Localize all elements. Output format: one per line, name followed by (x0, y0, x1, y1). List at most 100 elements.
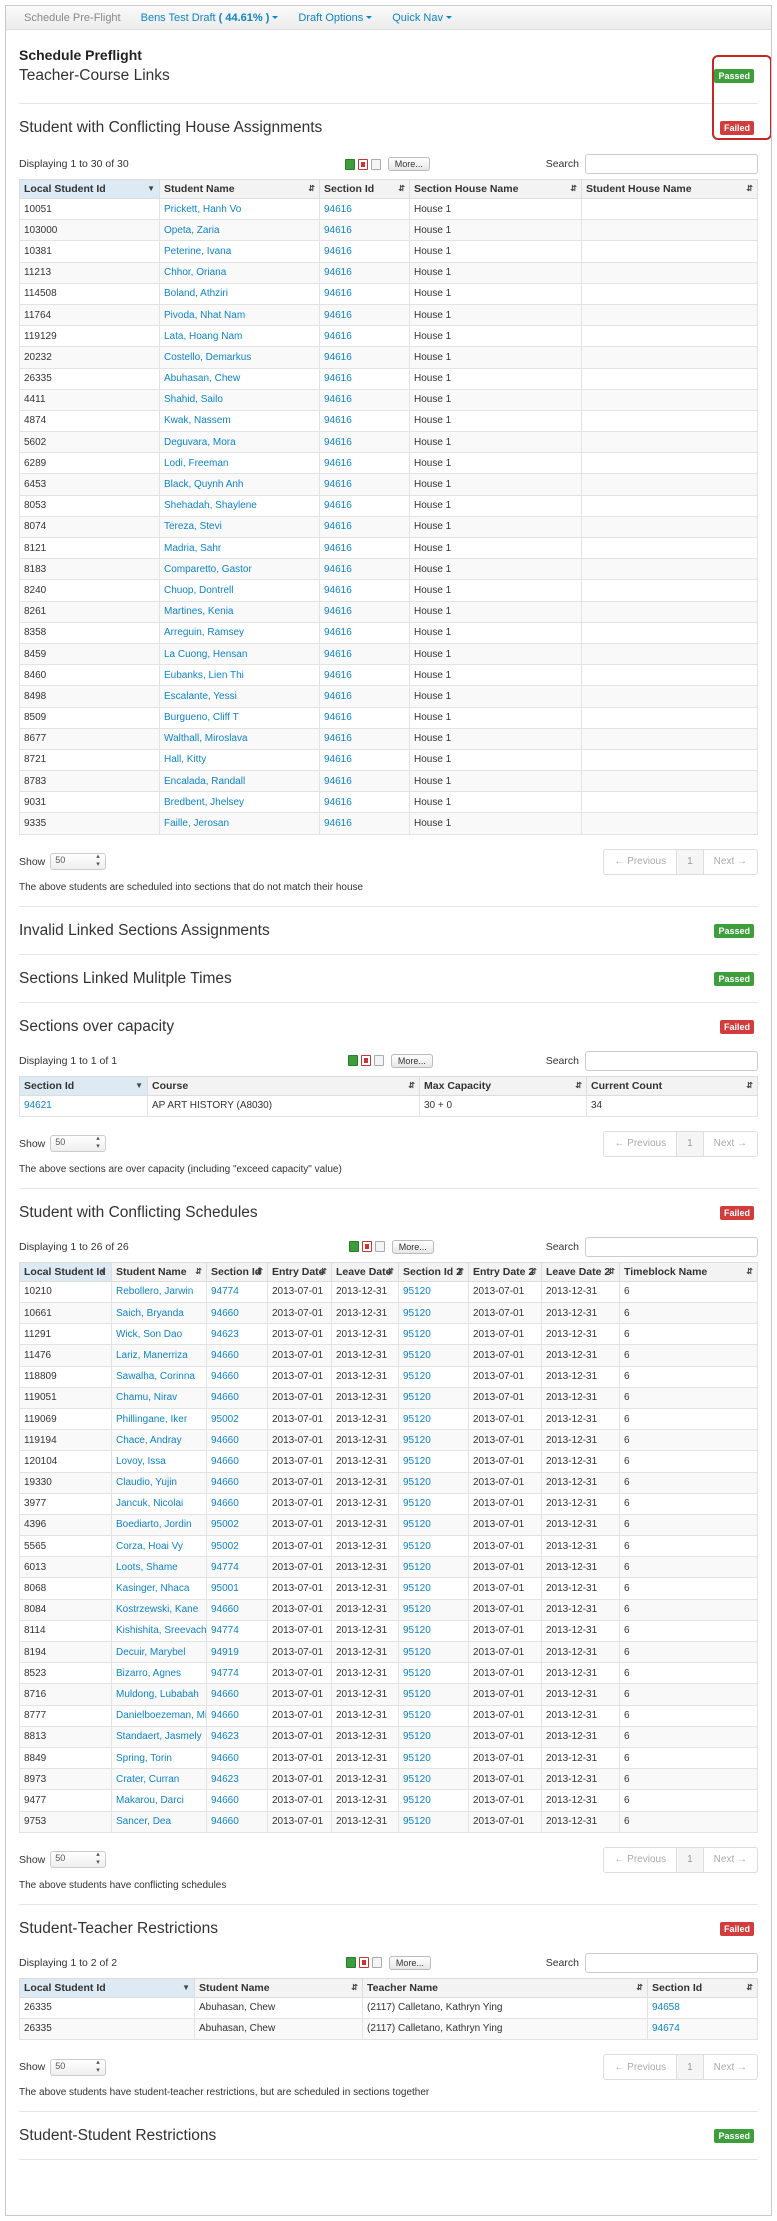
cell-link[interactable]: Lodi, Freeman (159, 452, 320, 475)
cell-link[interactable]: Wick, Son Dao (111, 1323, 207, 1346)
cell-link[interactable]: Shehadah, Shaylene (159, 494, 320, 517)
cell-link[interactable]: 95120 (398, 1535, 469, 1558)
cell-link[interactable]: 94660 (206, 1598, 268, 1621)
column-header[interactable]: Entry Date 2 ⇵ (468, 1261, 542, 1282)
cell-link[interactable]: Shahid, Sailo (159, 388, 320, 411)
previous-button[interactable]: ← Previous (614, 856, 667, 868)
cell-link[interactable]: 94616 (319, 282, 410, 305)
pdf-export-icon[interactable] (360, 1055, 371, 1067)
cell-link[interactable]: 94616 (319, 240, 410, 263)
excel-export-icon[interactable] (344, 158, 355, 170)
cell-link[interactable]: 95120 (398, 1344, 469, 1367)
cell-link[interactable]: 94660 (206, 1492, 268, 1515)
cell-link[interactable]: Burgueno, Cliff T (159, 706, 320, 729)
cell-link[interactable]: 94660 (206, 1429, 268, 1452)
column-header[interactable]: Student Name ⇵ (111, 1261, 207, 1282)
search-input[interactable] (584, 154, 758, 174)
cell-link[interactable]: 94660 (206, 1746, 268, 1770)
cell-link[interactable]: Boediarto, Jordin (111, 1513, 207, 1537)
cell-link[interactable]: 94919 (206, 1640, 268, 1664)
cell-link[interactable]: 94616 (319, 431, 410, 454)
cell-link[interactable]: 94616 (319, 664, 410, 687)
cell-link[interactable]: Chuop, Dontrell (159, 579, 320, 602)
cell-link[interactable]: Eubanks, Lien Thi (159, 664, 320, 687)
cell-link[interactable]: 94660 (206, 1344, 268, 1367)
cell-link[interactable]: 95120 (398, 1619, 469, 1643)
column-header[interactable]: Entry Date ⇵ (267, 1261, 332, 1282)
cell-link[interactable]: 95002 (206, 1513, 268, 1537)
cell-link[interactable]: Makarou, Darci (111, 1789, 207, 1812)
column-header[interactable]: Local Student Id ▼ (19, 1977, 195, 1998)
cell-link[interactable]: 95120 (398, 1450, 469, 1473)
page-size-select[interactable]: 50 (50, 1851, 107, 1869)
nav-home-link[interactable]: Schedule Pre-Flight (24, 11, 121, 24)
cell-link[interactable]: 94658 (647, 1996, 758, 2019)
cell-link[interactable]: 94774 (206, 1556, 268, 1579)
previous-button[interactable]: ← Previous (614, 2061, 667, 2073)
cell-link[interactable]: Kishishita, Sreevachav (111, 1619, 207, 1643)
cell-link[interactable]: 94616 (319, 770, 410, 793)
cell-link[interactable]: 94660 (206, 1789, 268, 1812)
cell-link[interactable]: Hall, Kitty (159, 748, 320, 772)
cell-link[interactable]: 94660 (206, 1810, 268, 1833)
column-header[interactable]: Student House Name ⇵ (581, 179, 758, 199)
cell-link[interactable]: 95120 (398, 1407, 469, 1431)
next-button[interactable]: Next → (713, 856, 747, 868)
cell-link[interactable]: 94660 (206, 1365, 268, 1388)
cell-link[interactable]: Loots, Shame (111, 1556, 207, 1579)
more-button[interactable]: More... (387, 157, 430, 171)
more-button[interactable]: More... (391, 1239, 434, 1254)
page-size-select[interactable]: 50 (50, 1135, 107, 1153)
nav-draft-menu[interactable]: Bens Test Draft ( 44.61% ) (131, 12, 289, 24)
excel-export-icon[interactable] (348, 1241, 359, 1253)
column-header[interactable]: Student Name ⇵ (159, 179, 320, 199)
cell-link[interactable]: 94616 (319, 452, 410, 475)
search-input[interactable] (584, 1050, 758, 1071)
column-header[interactable]: Section Id ⇵ (647, 1977, 758, 1998)
cell-link[interactable]: Chhor, Oriana (159, 261, 320, 284)
cell-link[interactable]: 94616 (319, 579, 410, 602)
cell-link[interactable]: Pivoda, Nhat Nam (159, 303, 320, 327)
cell-link[interactable]: Kostrzewski, Kane (111, 1598, 207, 1621)
column-header[interactable]: Section Id ⇵ (319, 179, 410, 199)
column-header[interactable]: Local Student Id ▼ (19, 179, 160, 199)
cell-link[interactable]: 94623 (206, 1323, 268, 1346)
next-button[interactable]: Next → (713, 1854, 747, 1866)
cell-link[interactable]: 94616 (319, 791, 410, 814)
search-input[interactable] (584, 1236, 758, 1257)
cell-link[interactable]: 94616 (319, 812, 410, 835)
page-number[interactable]: 1 (676, 849, 704, 874)
cell-link[interactable]: 94616 (319, 621, 410, 644)
cell-link[interactable]: 95120 (398, 1662, 469, 1685)
cell-link[interactable]: Madria, Sahr (159, 536, 320, 560)
page-size-select[interactable]: 50 (50, 853, 107, 871)
cell-link[interactable]: 94616 (319, 409, 410, 433)
cell-link[interactable]: 94616 (319, 219, 410, 242)
excel-export-icon[interactable] (347, 1055, 358, 1067)
column-header[interactable]: Course ⇵ (147, 1075, 420, 1096)
cell-link[interactable]: Faille, Jerosan (159, 812, 320, 835)
cell-link[interactable]: Crater, Curran (111, 1768, 207, 1791)
print-icon[interactable] (371, 1957, 382, 1969)
cell-link[interactable]: 95120 (398, 1789, 469, 1812)
cell-link[interactable]: Martines, Kenia (159, 600, 320, 623)
cell-link[interactable]: 94616 (319, 261, 410, 284)
cell-link[interactable]: 95120 (398, 1768, 469, 1791)
cell-link[interactable]: 95120 (398, 1683, 469, 1706)
cell-link[interactable]: Jancuk, Nicolai (111, 1492, 207, 1515)
cell-link[interactable]: 94616 (319, 197, 410, 221)
cell-link[interactable]: La Cuong, Hensan (159, 642, 320, 666)
cell-link[interactable]: 94616 (319, 727, 410, 750)
previous-button[interactable]: ← Previous (614, 1138, 667, 1150)
print-icon[interactable] (370, 158, 381, 170)
pdf-export-icon[interactable] (361, 1241, 372, 1253)
previous-button[interactable]: ← Previous (614, 1854, 667, 1866)
cell-link[interactable]: Comparetto, Gastor (159, 558, 320, 581)
cell-link[interactable]: 94616 (319, 558, 410, 581)
cell-link[interactable]: 94616 (319, 388, 410, 411)
cell-link[interactable]: 94660 (206, 1386, 268, 1409)
cell-link[interactable]: 95120 (398, 1492, 469, 1515)
cell-link[interactable]: 94616 (319, 706, 410, 729)
cell-link[interactable]: 94616 (319, 515, 410, 539)
cell-link[interactable]: Deguvara, Mora (159, 431, 320, 454)
